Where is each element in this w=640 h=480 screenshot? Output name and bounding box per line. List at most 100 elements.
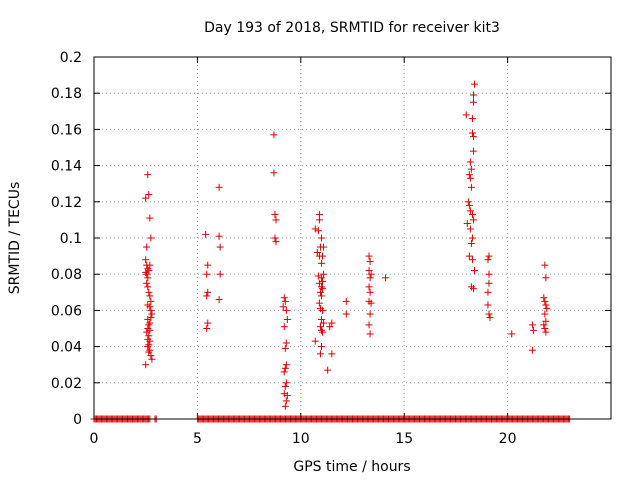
- data-point: [469, 285, 477, 293]
- data-point: [204, 261, 212, 269]
- data-point: [365, 321, 373, 329]
- data-point: [465, 252, 473, 260]
- data-point: [202, 230, 210, 238]
- data-point: [316, 350, 324, 358]
- data-point: [316, 288, 324, 296]
- data-point: [316, 323, 324, 331]
- data-point: [315, 216, 323, 224]
- data-point: [366, 288, 374, 296]
- data-point: [462, 111, 470, 119]
- y-axis-label: SRMTID / TECUs: [7, 182, 23, 295]
- data-point: [144, 171, 152, 179]
- data-point: [280, 368, 288, 376]
- data-point: [270, 131, 278, 139]
- data-point: [283, 315, 291, 323]
- data-point: [143, 243, 151, 251]
- data-point: [145, 332, 153, 340]
- data-point: [466, 174, 474, 182]
- data-point: [315, 279, 323, 287]
- data-point: [469, 98, 477, 106]
- data-point: [313, 248, 321, 256]
- x-tick-label: 20: [499, 431, 517, 447]
- data-point: [465, 171, 473, 179]
- data-point: [145, 321, 153, 329]
- data-point: [484, 288, 492, 296]
- data-point: [365, 252, 373, 260]
- data-point: [280, 390, 288, 398]
- y-tick-label: 0.2: [60, 50, 82, 66]
- data-point: [320, 270, 328, 278]
- y-tick-label: 0.06: [51, 303, 82, 319]
- x-axis-label: GPS time / hours: [293, 459, 410, 475]
- data-point: [270, 169, 278, 177]
- y-tick-label: 0.16: [51, 122, 82, 138]
- y-axis-ticks: 0 0.02 0.04 0.06 0.08 0.1 0.12 0.14 0.16 0.18 0.2: [51, 50, 611, 428]
- data-point: [311, 225, 319, 233]
- data-point: [467, 165, 475, 173]
- data-point: [468, 115, 476, 123]
- data-point: [146, 319, 154, 327]
- data-point: [147, 352, 155, 360]
- data-point: [319, 328, 327, 336]
- data-point: [471, 80, 479, 88]
- data-point: [541, 325, 549, 332]
- data-point: [204, 319, 212, 327]
- data-point: [485, 252, 493, 260]
- data-point: [272, 238, 280, 246]
- data-point: [467, 239, 475, 247]
- data-point: [216, 243, 224, 251]
- data-point: [382, 274, 390, 282]
- y-tick-label: 0.18: [51, 86, 82, 102]
- data-point: [144, 343, 152, 351]
- data-point: [542, 317, 550, 325]
- data-point: [146, 261, 154, 269]
- data-point: [508, 330, 516, 338]
- data-point: [142, 194, 150, 202]
- data-point: [485, 279, 493, 287]
- plot-frame: [93, 56, 612, 420]
- data-point: [143, 328, 151, 336]
- y-tick-label: 0.12: [51, 195, 82, 211]
- data-point: [281, 382, 289, 390]
- data-point: [147, 314, 155, 322]
- data-point: [529, 326, 537, 334]
- data-point: [468, 234, 476, 242]
- data-point: [328, 319, 336, 327]
- data-point: [281, 344, 289, 352]
- data-point: [486, 314, 494, 322]
- data-point: [319, 306, 327, 314]
- data-point: [466, 225, 474, 233]
- data-point: [146, 326, 154, 334]
- x-tick-label: 15: [395, 431, 413, 447]
- data-point: [145, 341, 153, 349]
- data-point: [471, 267, 479, 275]
- data-point: [326, 323, 334, 331]
- x-axis-ticks: 0 5 10 15 20: [90, 57, 517, 447]
- data-point: [145, 288, 153, 296]
- data-point: [484, 256, 492, 264]
- data-point: [317, 274, 325, 282]
- data-point: [466, 158, 474, 166]
- data-point: [468, 256, 476, 264]
- data-point: [280, 323, 288, 331]
- y-tick-label: 0.04: [51, 340, 82, 356]
- data-point: [367, 299, 375, 307]
- chart-title: Day 193 of 2018, SRMTID for receiver kit…: [204, 20, 500, 36]
- data-point: [317, 326, 325, 334]
- y-tick-label: 0: [73, 412, 82, 428]
- data-points: [90, 80, 574, 423]
- data-point: [146, 346, 154, 354]
- data-point: [142, 268, 150, 276]
- data-point: [145, 191, 153, 199]
- y-tick-label: 0.14: [51, 159, 82, 175]
- data-point: [542, 301, 550, 309]
- data-point: [314, 272, 322, 280]
- data-point: [484, 301, 492, 309]
- data-point: [467, 183, 475, 191]
- data-point: [146, 214, 154, 222]
- data-point: [144, 265, 152, 273]
- data-point: [469, 133, 477, 141]
- data-point: [366, 274, 374, 282]
- data-point: [144, 274, 152, 282]
- data-point: [143, 279, 151, 287]
